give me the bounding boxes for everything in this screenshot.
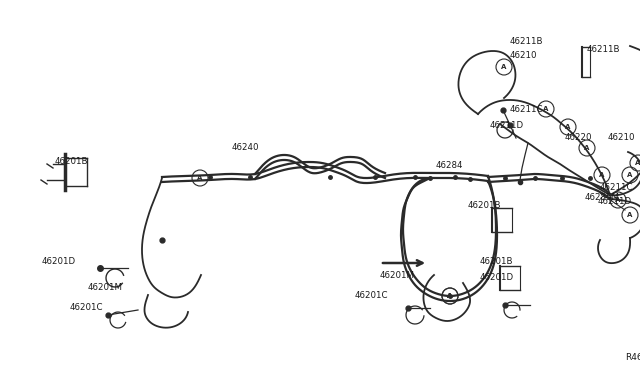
- Text: R462006N: R462006N: [625, 353, 640, 362]
- Text: 46240: 46240: [232, 144, 259, 153]
- Text: A: A: [197, 175, 203, 181]
- Text: 46201M: 46201M: [380, 270, 415, 279]
- Text: 46201C: 46201C: [70, 304, 104, 312]
- Text: A: A: [636, 160, 640, 166]
- Text: 46201B: 46201B: [55, 157, 88, 167]
- Text: 46211B: 46211B: [510, 38, 543, 46]
- Text: 46211B: 46211B: [587, 45, 621, 55]
- Text: 46211C: 46211C: [600, 183, 634, 192]
- Text: 46201C: 46201C: [355, 291, 388, 299]
- Text: A: A: [599, 172, 605, 178]
- Text: A: A: [447, 293, 452, 299]
- Text: 46201M: 46201M: [88, 283, 123, 292]
- Text: 46284: 46284: [436, 160, 463, 170]
- Text: A: A: [627, 172, 633, 178]
- Text: A: A: [627, 212, 633, 218]
- Text: A: A: [615, 197, 621, 203]
- Text: 46201B: 46201B: [480, 257, 513, 266]
- Text: 46220: 46220: [565, 134, 593, 142]
- Text: 46211D: 46211D: [490, 121, 524, 129]
- Text: A: A: [584, 145, 589, 151]
- Text: 46285M: 46285M: [585, 193, 620, 202]
- Text: 46211C: 46211C: [510, 106, 543, 115]
- Text: 46201D: 46201D: [480, 273, 514, 282]
- Text: 46201B: 46201B: [468, 201, 502, 209]
- Text: A: A: [501, 64, 507, 70]
- Text: 46201D: 46201D: [42, 257, 76, 266]
- Text: 46210: 46210: [510, 51, 538, 61]
- Text: 46211D: 46211D: [598, 198, 632, 206]
- Text: 46210: 46210: [608, 134, 636, 142]
- Text: A: A: [543, 106, 548, 112]
- Text: A: A: [565, 124, 571, 130]
- Text: A: A: [447, 293, 452, 299]
